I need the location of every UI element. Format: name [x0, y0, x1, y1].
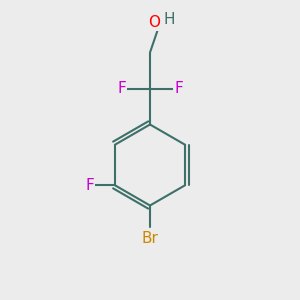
Text: O: O [148, 15, 160, 30]
Text: Br: Br [142, 231, 158, 246]
Text: F: F [174, 81, 183, 96]
Text: F: F [117, 81, 126, 96]
Text: F: F [85, 178, 94, 193]
Text: H: H [164, 12, 175, 27]
